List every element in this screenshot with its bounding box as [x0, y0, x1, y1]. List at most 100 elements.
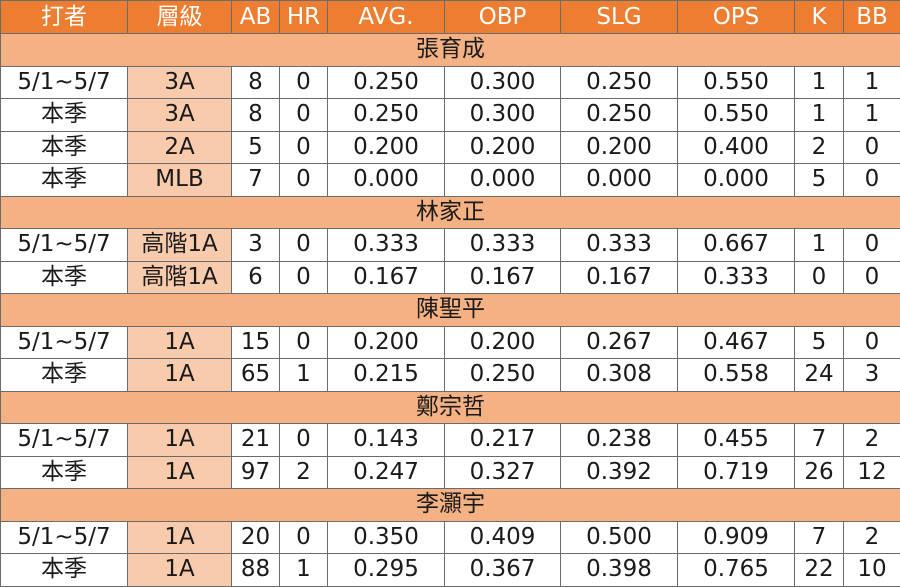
level-cell: 3A — [128, 66, 232, 99]
k-cell: 7 — [795, 424, 844, 457]
table-row: 本季 1A 88 1 0.295 0.367 0.398 0.765 22 10 — [1, 554, 900, 587]
avg-cell: 0.167 — [328, 261, 445, 294]
hr-cell: 0 — [280, 424, 328, 457]
table-row: 本季 1A 65 1 0.215 0.250 0.308 0.558 24 3 — [1, 359, 900, 392]
hr-cell: 2 — [280, 456, 328, 489]
period-cell: 本季 — [1, 131, 128, 164]
obp-cell: 0.300 — [445, 66, 561, 99]
hr-cell: 1 — [280, 554, 328, 587]
level-cell: 高階1A — [128, 229, 232, 262]
obp-cell: 0.000 — [445, 164, 561, 197]
period-cell: 本季 — [1, 554, 128, 587]
table-row: 本季 3A 8 0 0.250 0.300 0.250 0.550 1 1 — [1, 99, 900, 132]
level-cell: 2A — [128, 131, 232, 164]
slg-cell: 0.308 — [561, 359, 678, 392]
hr-cell: 0 — [280, 229, 328, 262]
k-cell: 24 — [795, 359, 844, 392]
slg-cell: 0.238 — [561, 424, 678, 457]
slg-cell: 0.392 — [561, 456, 678, 489]
obp-cell: 0.409 — [445, 521, 561, 554]
slg-cell: 0.250 — [561, 66, 678, 99]
period-cell: 5/1~5/7 — [1, 424, 128, 457]
slg-cell: 0.167 — [561, 261, 678, 294]
slg-cell: 0.333 — [561, 229, 678, 262]
slg-cell: 0.500 — [561, 521, 678, 554]
hr-cell: 0 — [280, 521, 328, 554]
ab-cell: 65 — [232, 359, 280, 392]
table-row: 本季 高階1A 6 0 0.167 0.167 0.167 0.333 0 0 — [1, 261, 900, 294]
bb-cell: 12 — [844, 456, 900, 489]
avg-cell: 0.333 — [328, 229, 445, 262]
ops-cell: 0.333 — [678, 261, 795, 294]
ops-cell: 0.667 — [678, 229, 795, 262]
bb-cell: 0 — [844, 164, 900, 197]
bb-cell: 0 — [844, 131, 900, 164]
bb-cell: 1 — [844, 99, 900, 132]
bb-cell: 3 — [844, 359, 900, 392]
level-cell: 1A — [128, 359, 232, 392]
period-cell: 5/1~5/7 — [1, 521, 128, 554]
ab-cell: 88 — [232, 554, 280, 587]
k-cell: 1 — [795, 66, 844, 99]
ops-cell: 0.550 — [678, 99, 795, 132]
level-cell: 1A — [128, 456, 232, 489]
header-avg: AVG. — [328, 1, 445, 34]
player-row: 陳聖平 — [1, 294, 900, 327]
ops-cell: 0.909 — [678, 521, 795, 554]
k-cell: 22 — [795, 554, 844, 587]
ops-cell: 0.467 — [678, 326, 795, 359]
level-cell: 高階1A — [128, 261, 232, 294]
player-row: 林家正 — [1, 196, 900, 229]
slg-cell: 0.250 — [561, 99, 678, 132]
table-row: 5/1~5/7 1A 21 0 0.143 0.217 0.238 0.455 … — [1, 424, 900, 457]
obp-cell: 0.367 — [445, 554, 561, 587]
ab-cell: 7 — [232, 164, 280, 197]
player-name: 張育成 — [1, 34, 900, 67]
header-ab: AB — [232, 1, 280, 34]
ab-cell: 5 — [232, 131, 280, 164]
k-cell: 0 — [795, 261, 844, 294]
bb-cell: 0 — [844, 261, 900, 294]
k-cell: 1 — [795, 99, 844, 132]
ab-cell: 3 — [232, 229, 280, 262]
hr-cell: 0 — [280, 99, 328, 132]
table-row: 本季 MLB 7 0 0.000 0.000 0.000 0.000 5 0 — [1, 164, 900, 197]
table-row: 5/1~5/7 1A 15 0 0.200 0.200 0.267 0.467 … — [1, 326, 900, 359]
ops-cell: 0.765 — [678, 554, 795, 587]
header-batter: 打者 — [1, 1, 128, 34]
bb-cell: 0 — [844, 229, 900, 262]
header-ops: OPS — [678, 1, 795, 34]
header-level: 層級 — [128, 1, 232, 34]
player-name: 鄭宗哲 — [1, 391, 900, 424]
k-cell: 26 — [795, 456, 844, 489]
ab-cell: 8 — [232, 99, 280, 132]
avg-cell: 0.250 — [328, 99, 445, 132]
player-name: 李灝宇 — [1, 489, 900, 522]
slg-cell: 0.398 — [561, 554, 678, 587]
hr-cell: 0 — [280, 261, 328, 294]
player-row: 張育成 — [1, 34, 900, 67]
ab-cell: 8 — [232, 66, 280, 99]
period-cell: 本季 — [1, 456, 128, 489]
avg-cell: 0.250 — [328, 66, 445, 99]
level-cell: 1A — [128, 424, 232, 457]
k-cell: 7 — [795, 521, 844, 554]
obp-cell: 0.200 — [445, 326, 561, 359]
bb-cell: 1 — [844, 66, 900, 99]
avg-cell: 0.350 — [328, 521, 445, 554]
period-cell: 5/1~5/7 — [1, 66, 128, 99]
period-cell: 5/1~5/7 — [1, 326, 128, 359]
slg-cell: 0.267 — [561, 326, 678, 359]
level-cell: 1A — [128, 554, 232, 587]
ops-cell: 0.558 — [678, 359, 795, 392]
avg-cell: 0.143 — [328, 424, 445, 457]
table-row: 5/1~5/7 高階1A 3 0 0.333 0.333 0.333 0.667… — [1, 229, 900, 262]
ab-cell: 15 — [232, 326, 280, 359]
k-cell: 5 — [795, 164, 844, 197]
avg-cell: 0.215 — [328, 359, 445, 392]
level-cell: 1A — [128, 326, 232, 359]
avg-cell: 0.295 — [328, 554, 445, 587]
table-row: 5/1~5/7 3A 8 0 0.250 0.300 0.250 0.550 1… — [1, 66, 900, 99]
obp-cell: 0.250 — [445, 359, 561, 392]
ab-cell: 97 — [232, 456, 280, 489]
